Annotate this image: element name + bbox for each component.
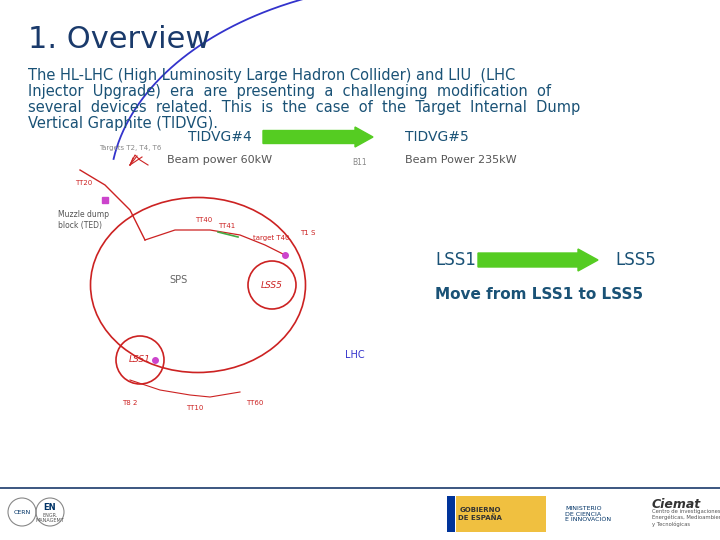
Text: Beam Power 235kW: Beam Power 235kW [405,155,517,165]
FancyBboxPatch shape [447,496,455,532]
Text: T1 S: T1 S [300,230,315,236]
Text: TT60: TT60 [246,400,264,406]
Text: TT20: TT20 [75,180,92,186]
Text: Beam power 60kW: Beam power 60kW [168,155,273,165]
Text: TIDVG#5: TIDVG#5 [405,130,469,144]
Text: target T40: target T40 [253,235,289,241]
Text: LSS5: LSS5 [615,251,656,269]
Text: Targets T2, T4, T6: Targets T2, T4, T6 [99,145,161,151]
FancyBboxPatch shape [456,496,546,532]
Text: Centro de investigaciones
Energéticas, Medioambientales
y Tecnológicas: Centro de investigaciones Energéticas, M… [652,509,720,527]
Text: EN: EN [44,503,56,511]
Text: 1. Overview: 1. Overview [28,25,210,54]
Text: ENGR.
MANAGEMT: ENGR. MANAGEMT [35,512,64,523]
Text: Muzzle dump
block (TED): Muzzle dump block (TED) [58,210,109,230]
Text: GOBIERNO
DE ESPAÑA: GOBIERNO DE ESPAÑA [458,507,502,521]
Text: several  devices  related.  This  is  the  case  of  the  Target  Internal  Dump: several devices related. This is the cas… [28,100,580,115]
Text: MINISTERIO
DE CIENCIA
E INNOVACIÓN: MINISTERIO DE CIENCIA E INNOVACIÓN [565,505,611,522]
FancyArrow shape [478,249,598,271]
Text: Ciemat: Ciemat [652,498,701,511]
Text: TT41: TT41 [218,223,235,229]
Text: SPS: SPS [169,275,187,285]
Text: LSS1: LSS1 [435,251,476,269]
Text: LSS5: LSS5 [261,280,283,289]
Text: CERN: CERN [14,510,31,515]
Text: LSS1: LSS1 [129,355,151,364]
Text: Move from LSS1 to LSS5: Move from LSS1 to LSS5 [435,287,643,302]
Text: TT40: TT40 [195,217,212,223]
Text: T8 2: T8 2 [122,400,138,406]
Text: The HL-LHC (High Luminosity Large Hadron Collider) and LIU  (LHC: The HL-LHC (High Luminosity Large Hadron… [28,68,516,83]
Text: Injector  Upgrade)  era  are  presenting  a  challenging  modification  of: Injector Upgrade) era are presenting a c… [28,84,551,99]
FancyArrow shape [263,127,373,147]
Text: TIDVG#4: TIDVG#4 [188,130,252,144]
Text: TT10: TT10 [186,405,204,411]
Text: B11: B11 [353,158,367,167]
Text: LHC: LHC [345,350,364,360]
Text: Vertical Graphite (TIDVG).: Vertical Graphite (TIDVG). [28,116,218,131]
